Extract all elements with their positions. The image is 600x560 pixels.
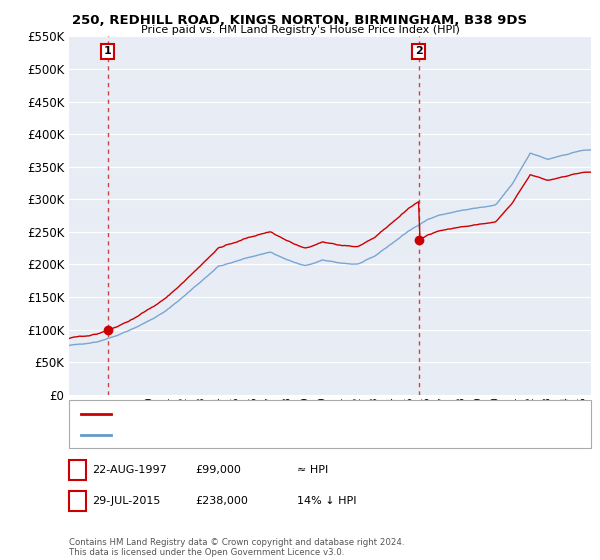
Text: 2: 2	[73, 494, 82, 507]
Text: HPI: Average price, detached house, Birmingham: HPI: Average price, detached house, Birm…	[117, 430, 362, 440]
Text: 14% ↓ HPI: 14% ↓ HPI	[297, 496, 356, 506]
Text: 1: 1	[104, 46, 112, 57]
Text: 22-AUG-1997: 22-AUG-1997	[92, 465, 167, 475]
Text: Contains HM Land Registry data © Crown copyright and database right 2024.
This d: Contains HM Land Registry data © Crown c…	[69, 538, 404, 557]
Text: Price paid vs. HM Land Registry's House Price Index (HPI): Price paid vs. HM Land Registry's House …	[140, 25, 460, 35]
Text: 1: 1	[73, 464, 82, 477]
Text: 250, REDHILL ROAD, KINGS NORTON, BIRMINGHAM, B38 9DS (detached house): 250, REDHILL ROAD, KINGS NORTON, BIRMING…	[117, 409, 512, 419]
Text: ≈ HPI: ≈ HPI	[297, 465, 328, 475]
Text: 250, REDHILL ROAD, KINGS NORTON, BIRMINGHAM, B38 9DS: 250, REDHILL ROAD, KINGS NORTON, BIRMING…	[73, 14, 527, 27]
Text: 29-JUL-2015: 29-JUL-2015	[92, 496, 160, 506]
Text: £238,000: £238,000	[195, 496, 248, 506]
Text: £99,000: £99,000	[195, 465, 241, 475]
Text: 2: 2	[415, 46, 422, 57]
